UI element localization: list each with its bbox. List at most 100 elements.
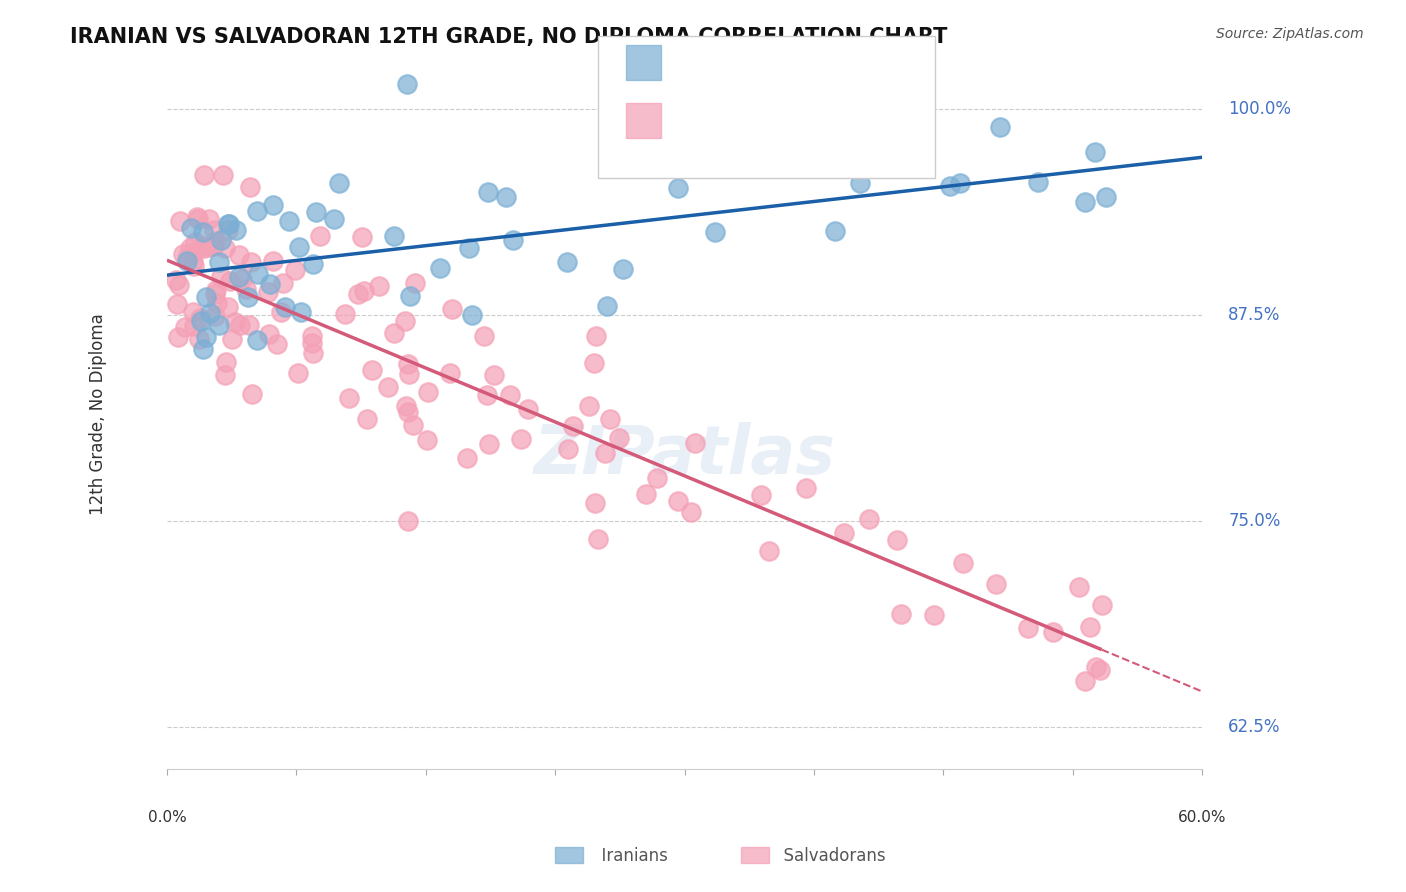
Point xyxy=(1094,190,1116,204)
Point xyxy=(396,357,419,371)
Point xyxy=(824,224,846,238)
Point xyxy=(288,240,311,254)
Point xyxy=(1074,194,1097,209)
Point xyxy=(460,308,482,322)
Point xyxy=(416,433,439,447)
Point xyxy=(221,332,243,346)
Point xyxy=(301,329,323,343)
Text: 75.0%: 75.0% xyxy=(1229,512,1281,530)
Point xyxy=(259,327,281,342)
Point xyxy=(398,289,420,303)
Point xyxy=(259,277,281,292)
Point xyxy=(208,318,231,332)
Point xyxy=(328,177,350,191)
Point xyxy=(186,210,208,224)
Point xyxy=(582,355,605,369)
Point xyxy=(441,301,464,316)
Point xyxy=(173,319,195,334)
Point xyxy=(612,262,634,277)
Point xyxy=(868,142,890,156)
Point xyxy=(202,238,225,252)
Text: 12th Grade, No Diploma: 12th Grade, No Diploma xyxy=(89,313,107,515)
Point xyxy=(396,405,419,419)
Point xyxy=(1042,625,1064,640)
Point xyxy=(191,342,214,356)
Point xyxy=(217,217,239,231)
Point xyxy=(184,235,207,249)
Point xyxy=(595,299,617,313)
Point xyxy=(561,419,583,434)
Point xyxy=(1080,620,1102,634)
Point xyxy=(356,411,378,425)
Point xyxy=(217,300,239,314)
Point xyxy=(225,223,247,237)
Point xyxy=(179,241,201,255)
Point xyxy=(890,607,912,622)
Point xyxy=(382,228,405,243)
Point xyxy=(333,307,356,321)
Point xyxy=(402,417,425,432)
Point xyxy=(193,241,215,255)
Point xyxy=(352,229,374,244)
Point xyxy=(245,333,267,347)
Point xyxy=(353,284,375,298)
Point xyxy=(187,332,209,346)
Point xyxy=(502,233,524,247)
Point xyxy=(858,512,880,526)
Text: 62.5%: 62.5% xyxy=(1229,718,1281,736)
Point xyxy=(1091,598,1114,612)
Text: 0.0%: 0.0% xyxy=(148,810,187,825)
Point xyxy=(477,387,499,401)
Point xyxy=(404,277,426,291)
Point xyxy=(240,387,263,401)
Point xyxy=(204,310,226,324)
Point xyxy=(578,399,600,413)
Point xyxy=(666,494,689,508)
Point xyxy=(478,437,501,451)
Point xyxy=(202,223,225,237)
Point xyxy=(681,505,703,519)
Text: 87.5%: 87.5% xyxy=(1229,306,1281,324)
Point xyxy=(204,234,226,248)
Point xyxy=(277,214,299,228)
Point xyxy=(749,488,772,502)
Point xyxy=(166,296,188,310)
Point xyxy=(211,269,233,284)
Point xyxy=(347,287,370,301)
Point xyxy=(246,203,269,218)
Point xyxy=(398,367,420,381)
Point xyxy=(1084,145,1107,159)
Point xyxy=(599,412,621,426)
Point xyxy=(217,223,239,237)
Point xyxy=(758,543,780,558)
Text: 100.0%: 100.0% xyxy=(1229,100,1291,118)
Point xyxy=(395,399,418,413)
Point xyxy=(187,211,209,226)
Point xyxy=(593,446,616,460)
Point xyxy=(270,305,292,319)
Text: R = -0.465   N = 125: R = -0.465 N = 125 xyxy=(675,107,848,125)
Point xyxy=(645,471,668,485)
Point xyxy=(176,251,198,265)
Point xyxy=(235,282,257,296)
Point xyxy=(849,176,872,190)
Point xyxy=(555,255,578,269)
Point xyxy=(886,533,908,548)
Point xyxy=(499,388,522,402)
Point xyxy=(214,241,236,255)
Point xyxy=(382,326,405,341)
Point xyxy=(247,267,270,281)
Point xyxy=(183,244,205,259)
Point xyxy=(922,607,945,622)
Point xyxy=(396,515,419,529)
Point xyxy=(181,305,204,319)
Point xyxy=(231,272,253,286)
Point xyxy=(495,190,517,204)
Point xyxy=(394,314,416,328)
Point xyxy=(703,225,725,239)
Point xyxy=(323,211,346,226)
Point xyxy=(180,221,202,235)
Point xyxy=(287,366,309,380)
Point xyxy=(586,532,609,546)
Point xyxy=(666,181,689,195)
